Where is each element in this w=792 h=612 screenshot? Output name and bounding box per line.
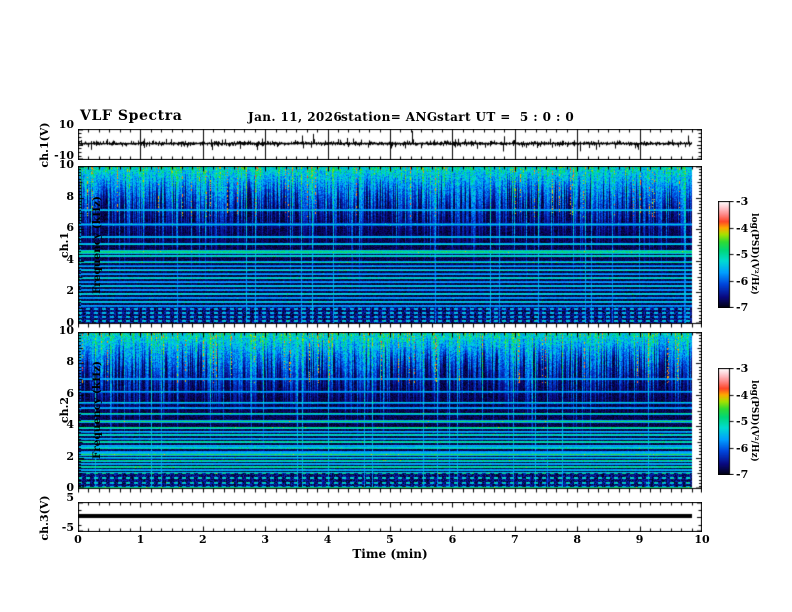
colorbar-tick-label: -3 [736, 195, 749, 208]
colorbar-tick-label: -4 [736, 388, 749, 402]
ch3-waveform-canvas [78, 502, 702, 532]
x-tick-label: 9 [635, 533, 644, 546]
ch1-ytick-label: 10 [58, 118, 74, 131]
x-tick-label: 10 [694, 533, 710, 546]
x-tick-label: 0 [74, 533, 82, 546]
colorbar-tick-label: -5 [736, 415, 749, 428]
spec2-ytick-label: 10 [58, 324, 74, 337]
spec2-ylabel-line2: Frequency (kHz) [91, 360, 103, 460]
colorbar-2 [718, 368, 734, 475]
x-tick-label: 8 [573, 533, 582, 546]
x-tick-label: 7 [510, 533, 519, 546]
spec1-ytick-label: 10 [58, 158, 74, 171]
spec2-ytick-label: 8 [66, 355, 74, 369]
colorbar-tick-label: -6 [736, 274, 749, 288]
ch3-ytick-label: -5 [61, 521, 74, 534]
ch1-waveform-canvas [78, 129, 702, 160]
colorbar-tick-label: -6 [736, 441, 749, 455]
colorbar-tick-label: -7 [736, 301, 749, 314]
ch2-spectrogram-canvas [78, 332, 702, 494]
spec1-ytick-label: 2 [66, 284, 74, 298]
spec2-ytick-label: 2 [66, 449, 74, 463]
ch3-ytick-label: 5 [66, 491, 74, 504]
spec2-ytick-label: 4 [66, 418, 74, 432]
spec1-ytick-label: 6 [66, 221, 74, 235]
x-tick-label: 2 [198, 533, 207, 546]
colorbar-tick-label: -7 [736, 468, 749, 481]
x-tick-label: 1 [136, 533, 145, 546]
time-axis-label: Time (min) [352, 547, 428, 561]
spec1-ylabel-line2: Frequency (kHz) [91, 195, 103, 295]
figure-title: VLF Spectra [80, 108, 183, 124]
x-tick-label: 3 [261, 533, 270, 546]
date-label: Jan. 11, 2026 [248, 110, 343, 124]
station-label: station= ANG [341, 110, 438, 124]
colorbar-tick-label: -3 [736, 362, 749, 375]
x-tick-label: 6 [448, 533, 457, 546]
spec1-ytick-label: 0 [66, 316, 74, 329]
colorbar-tick-label: -4 [736, 221, 749, 235]
colorbar-1 [718, 201, 734, 308]
start-ut-label: start UT = 5 : 0 : 0 [437, 110, 575, 124]
colorbar-tick-label: -5 [736, 248, 749, 261]
x-tick-label: 4 [323, 533, 332, 546]
spec2-ytick-label: 0 [66, 481, 74, 494]
spec1-ytick-label: 4 [66, 252, 74, 266]
ch1-ytick-label: -10 [54, 149, 74, 162]
ch1-spectrogram-canvas [78, 166, 702, 329]
spec2-ytick-label: 6 [66, 386, 74, 400]
x-tick-label: 5 [386, 533, 394, 546]
spec1-ytick-label: 8 [66, 189, 74, 203]
